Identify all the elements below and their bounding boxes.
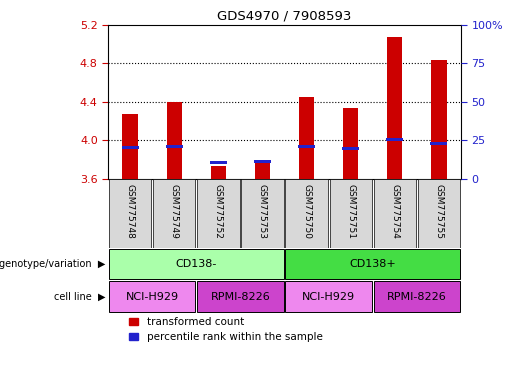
Bar <box>122 146 139 149</box>
Bar <box>123 114 138 179</box>
FancyBboxPatch shape <box>109 179 151 248</box>
Text: CD138-: CD138- <box>176 259 217 269</box>
FancyBboxPatch shape <box>197 281 284 312</box>
FancyBboxPatch shape <box>418 179 460 248</box>
FancyBboxPatch shape <box>285 281 372 312</box>
Bar <box>166 145 183 148</box>
Bar <box>166 102 182 179</box>
Text: RPMI-8226: RPMI-8226 <box>387 291 447 302</box>
FancyBboxPatch shape <box>109 249 284 279</box>
Text: NCI-H929: NCI-H929 <box>126 291 179 302</box>
FancyBboxPatch shape <box>373 281 460 312</box>
Text: GSM775752: GSM775752 <box>214 184 223 239</box>
Bar <box>431 142 448 145</box>
Bar <box>211 166 226 179</box>
Text: GSM775753: GSM775753 <box>258 184 267 239</box>
FancyBboxPatch shape <box>373 179 416 248</box>
Bar <box>210 161 227 164</box>
Bar <box>386 138 403 141</box>
Text: GSM775754: GSM775754 <box>390 184 399 239</box>
Text: cell line  ▶: cell line ▶ <box>54 291 106 302</box>
Bar <box>255 161 270 179</box>
Bar <box>343 108 358 179</box>
Text: GSM775755: GSM775755 <box>434 184 443 239</box>
FancyBboxPatch shape <box>285 249 460 279</box>
Bar <box>431 60 447 179</box>
Text: NCI-H929: NCI-H929 <box>302 291 355 302</box>
FancyBboxPatch shape <box>285 179 328 248</box>
Text: RPMI-8226: RPMI-8226 <box>211 291 270 302</box>
Text: GSM775749: GSM775749 <box>170 184 179 239</box>
Legend: transformed count, percentile rank within the sample: transformed count, percentile rank withi… <box>129 317 322 342</box>
Text: CD138+: CD138+ <box>349 259 396 269</box>
FancyBboxPatch shape <box>330 179 372 248</box>
Text: GSM775750: GSM775750 <box>302 184 311 239</box>
Text: genotype/variation  ▶: genotype/variation ▶ <box>0 259 106 269</box>
Bar <box>387 37 403 179</box>
Text: GSM775751: GSM775751 <box>346 184 355 239</box>
Bar <box>254 161 271 163</box>
FancyBboxPatch shape <box>153 179 196 248</box>
Bar <box>342 147 359 150</box>
FancyBboxPatch shape <box>109 281 196 312</box>
Bar <box>298 145 315 148</box>
FancyBboxPatch shape <box>242 179 284 248</box>
Bar <box>299 97 314 179</box>
Title: GDS4970 / 7908593: GDS4970 / 7908593 <box>217 9 352 22</box>
Text: GSM775748: GSM775748 <box>126 184 135 239</box>
FancyBboxPatch shape <box>197 179 239 248</box>
